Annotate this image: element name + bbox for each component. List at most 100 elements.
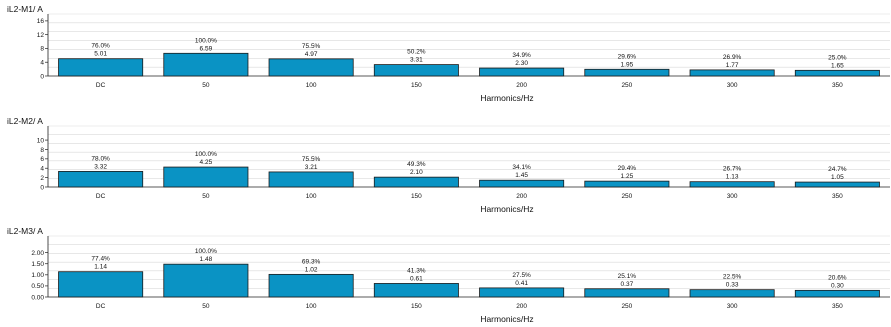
percent-label: 25.0% bbox=[828, 54, 847, 61]
bar-200 bbox=[479, 179, 565, 188]
bar-50 bbox=[163, 166, 249, 188]
x-axis-title: Harmonics/Hz bbox=[480, 314, 533, 324]
value-label: 1.13 bbox=[726, 174, 739, 181]
value-label: 1.14 bbox=[94, 264, 107, 271]
value-label: 0.61 bbox=[410, 275, 423, 282]
bar-350 bbox=[794, 69, 880, 77]
bar-DC bbox=[58, 271, 144, 298]
x-tick-label: 250 bbox=[621, 193, 632, 200]
value-label: 3.21 bbox=[305, 164, 318, 171]
percent-label: 24.7% bbox=[828, 166, 847, 173]
value-label: 3.31 bbox=[410, 57, 423, 64]
y-tick-label: 1.50 bbox=[31, 261, 44, 268]
chart-panel-2: 0 2 4 6 8 10 iL2-M2/ A 78.0%3.32 DC 100.0%4.25 50 7… bbox=[7, 116, 890, 214]
x-tick-label: 100 bbox=[306, 82, 317, 89]
y-tick-label: 12 bbox=[37, 32, 45, 39]
value-label: 4.97 bbox=[305, 51, 318, 58]
x-tick-label: 150 bbox=[411, 193, 422, 200]
y-tick-label: 2 bbox=[40, 175, 44, 182]
percent-label: 29.4% bbox=[618, 165, 637, 172]
bar-300 bbox=[689, 289, 775, 298]
y-tick-label: 2.00 bbox=[31, 250, 44, 257]
y-tick-label: 0.00 bbox=[31, 294, 44, 301]
bar-150 bbox=[373, 283, 459, 298]
percent-label: 26.9% bbox=[723, 54, 742, 61]
percent-label: 75.5% bbox=[302, 156, 321, 163]
value-label: 0.30 bbox=[831, 282, 844, 289]
percent-label: 77.4% bbox=[91, 256, 110, 263]
y-tick-label: 10 bbox=[37, 137, 45, 144]
y-tick-label: 0 bbox=[40, 73, 44, 80]
percent-label: 100.0% bbox=[195, 37, 217, 44]
x-tick-label: 50 bbox=[202, 303, 210, 310]
x-tick-label: 300 bbox=[727, 193, 738, 200]
value-label: 1.05 bbox=[831, 174, 844, 181]
percent-label: 27.5% bbox=[512, 272, 531, 279]
bar-350 bbox=[794, 181, 880, 188]
x-tick-label: 100 bbox=[306, 303, 317, 310]
bar-300 bbox=[689, 69, 775, 77]
percent-label: 34.9% bbox=[512, 52, 531, 59]
x-tick-label: 150 bbox=[411, 303, 422, 310]
value-label: 1.48 bbox=[200, 256, 213, 263]
value-label: 5.01 bbox=[94, 51, 107, 58]
value-label: 1.25 bbox=[621, 173, 634, 180]
y-tick-label: 0.50 bbox=[31, 283, 44, 290]
bar-50 bbox=[163, 263, 249, 298]
x-tick-label: 350 bbox=[832, 303, 843, 310]
percent-label: 76.0% bbox=[91, 43, 110, 50]
x-tick-label: 150 bbox=[411, 82, 422, 89]
y-tick-label: 1.00 bbox=[31, 272, 44, 279]
bar-150 bbox=[373, 64, 459, 77]
bar-250 bbox=[584, 180, 670, 188]
x-tick-label: 300 bbox=[727, 303, 738, 310]
percent-label: 25.1% bbox=[618, 273, 637, 280]
x-tick-label: 200 bbox=[516, 193, 527, 200]
percent-label: 100.0% bbox=[195, 151, 217, 158]
bar-100 bbox=[268, 58, 354, 77]
x-tick-label: 200 bbox=[516, 82, 527, 89]
bar-250 bbox=[584, 288, 670, 298]
value-label: 0.37 bbox=[621, 281, 634, 288]
bar-350 bbox=[794, 289, 880, 298]
value-label: 3.32 bbox=[94, 163, 107, 170]
percent-label: 41.3% bbox=[407, 267, 426, 274]
value-label: 1.65 bbox=[831, 62, 844, 69]
bar-200 bbox=[479, 287, 565, 298]
x-tick-label: 250 bbox=[621, 303, 632, 310]
x-tick-label: 200 bbox=[516, 303, 527, 310]
bar-200 bbox=[479, 67, 565, 77]
value-label: 1.95 bbox=[621, 61, 634, 68]
value-label: 1.77 bbox=[726, 62, 739, 69]
value-label: 2.10 bbox=[410, 169, 423, 176]
x-axis-title: Harmonics/Hz bbox=[480, 93, 533, 103]
percent-label: 34.1% bbox=[512, 164, 531, 171]
value-label: 6.59 bbox=[200, 45, 213, 52]
x-tick-label: 350 bbox=[832, 82, 843, 89]
x-axis-title: Harmonics/Hz bbox=[480, 204, 533, 214]
bar-100 bbox=[268, 171, 354, 188]
y-tick-label: 8 bbox=[40, 147, 44, 154]
percent-label: 78.0% bbox=[91, 155, 110, 162]
y-axis-title: iL2-M2/ A bbox=[7, 116, 43, 126]
y-axis-title: iL2-M3/ A bbox=[7, 226, 43, 236]
y-tick-label: 4 bbox=[40, 166, 44, 173]
value-label: 4.25 bbox=[200, 159, 213, 166]
value-label: 1.02 bbox=[305, 266, 318, 273]
x-tick-label: 50 bbox=[202, 193, 210, 200]
percent-label: 100.0% bbox=[195, 248, 217, 255]
x-tick-label: DC bbox=[96, 193, 106, 200]
x-tick-label: 50 bbox=[202, 82, 210, 89]
bar-DC bbox=[58, 171, 144, 188]
bar-150 bbox=[373, 176, 459, 188]
x-tick-label: DC bbox=[96, 303, 106, 310]
percent-label: 20.6% bbox=[828, 274, 847, 281]
bar-250 bbox=[584, 68, 670, 77]
value-label: 1.45 bbox=[515, 172, 528, 179]
bar-300 bbox=[689, 181, 775, 188]
percent-label: 29.6% bbox=[618, 53, 637, 60]
value-label: 0.41 bbox=[515, 280, 528, 287]
percent-label: 50.2% bbox=[407, 49, 426, 56]
